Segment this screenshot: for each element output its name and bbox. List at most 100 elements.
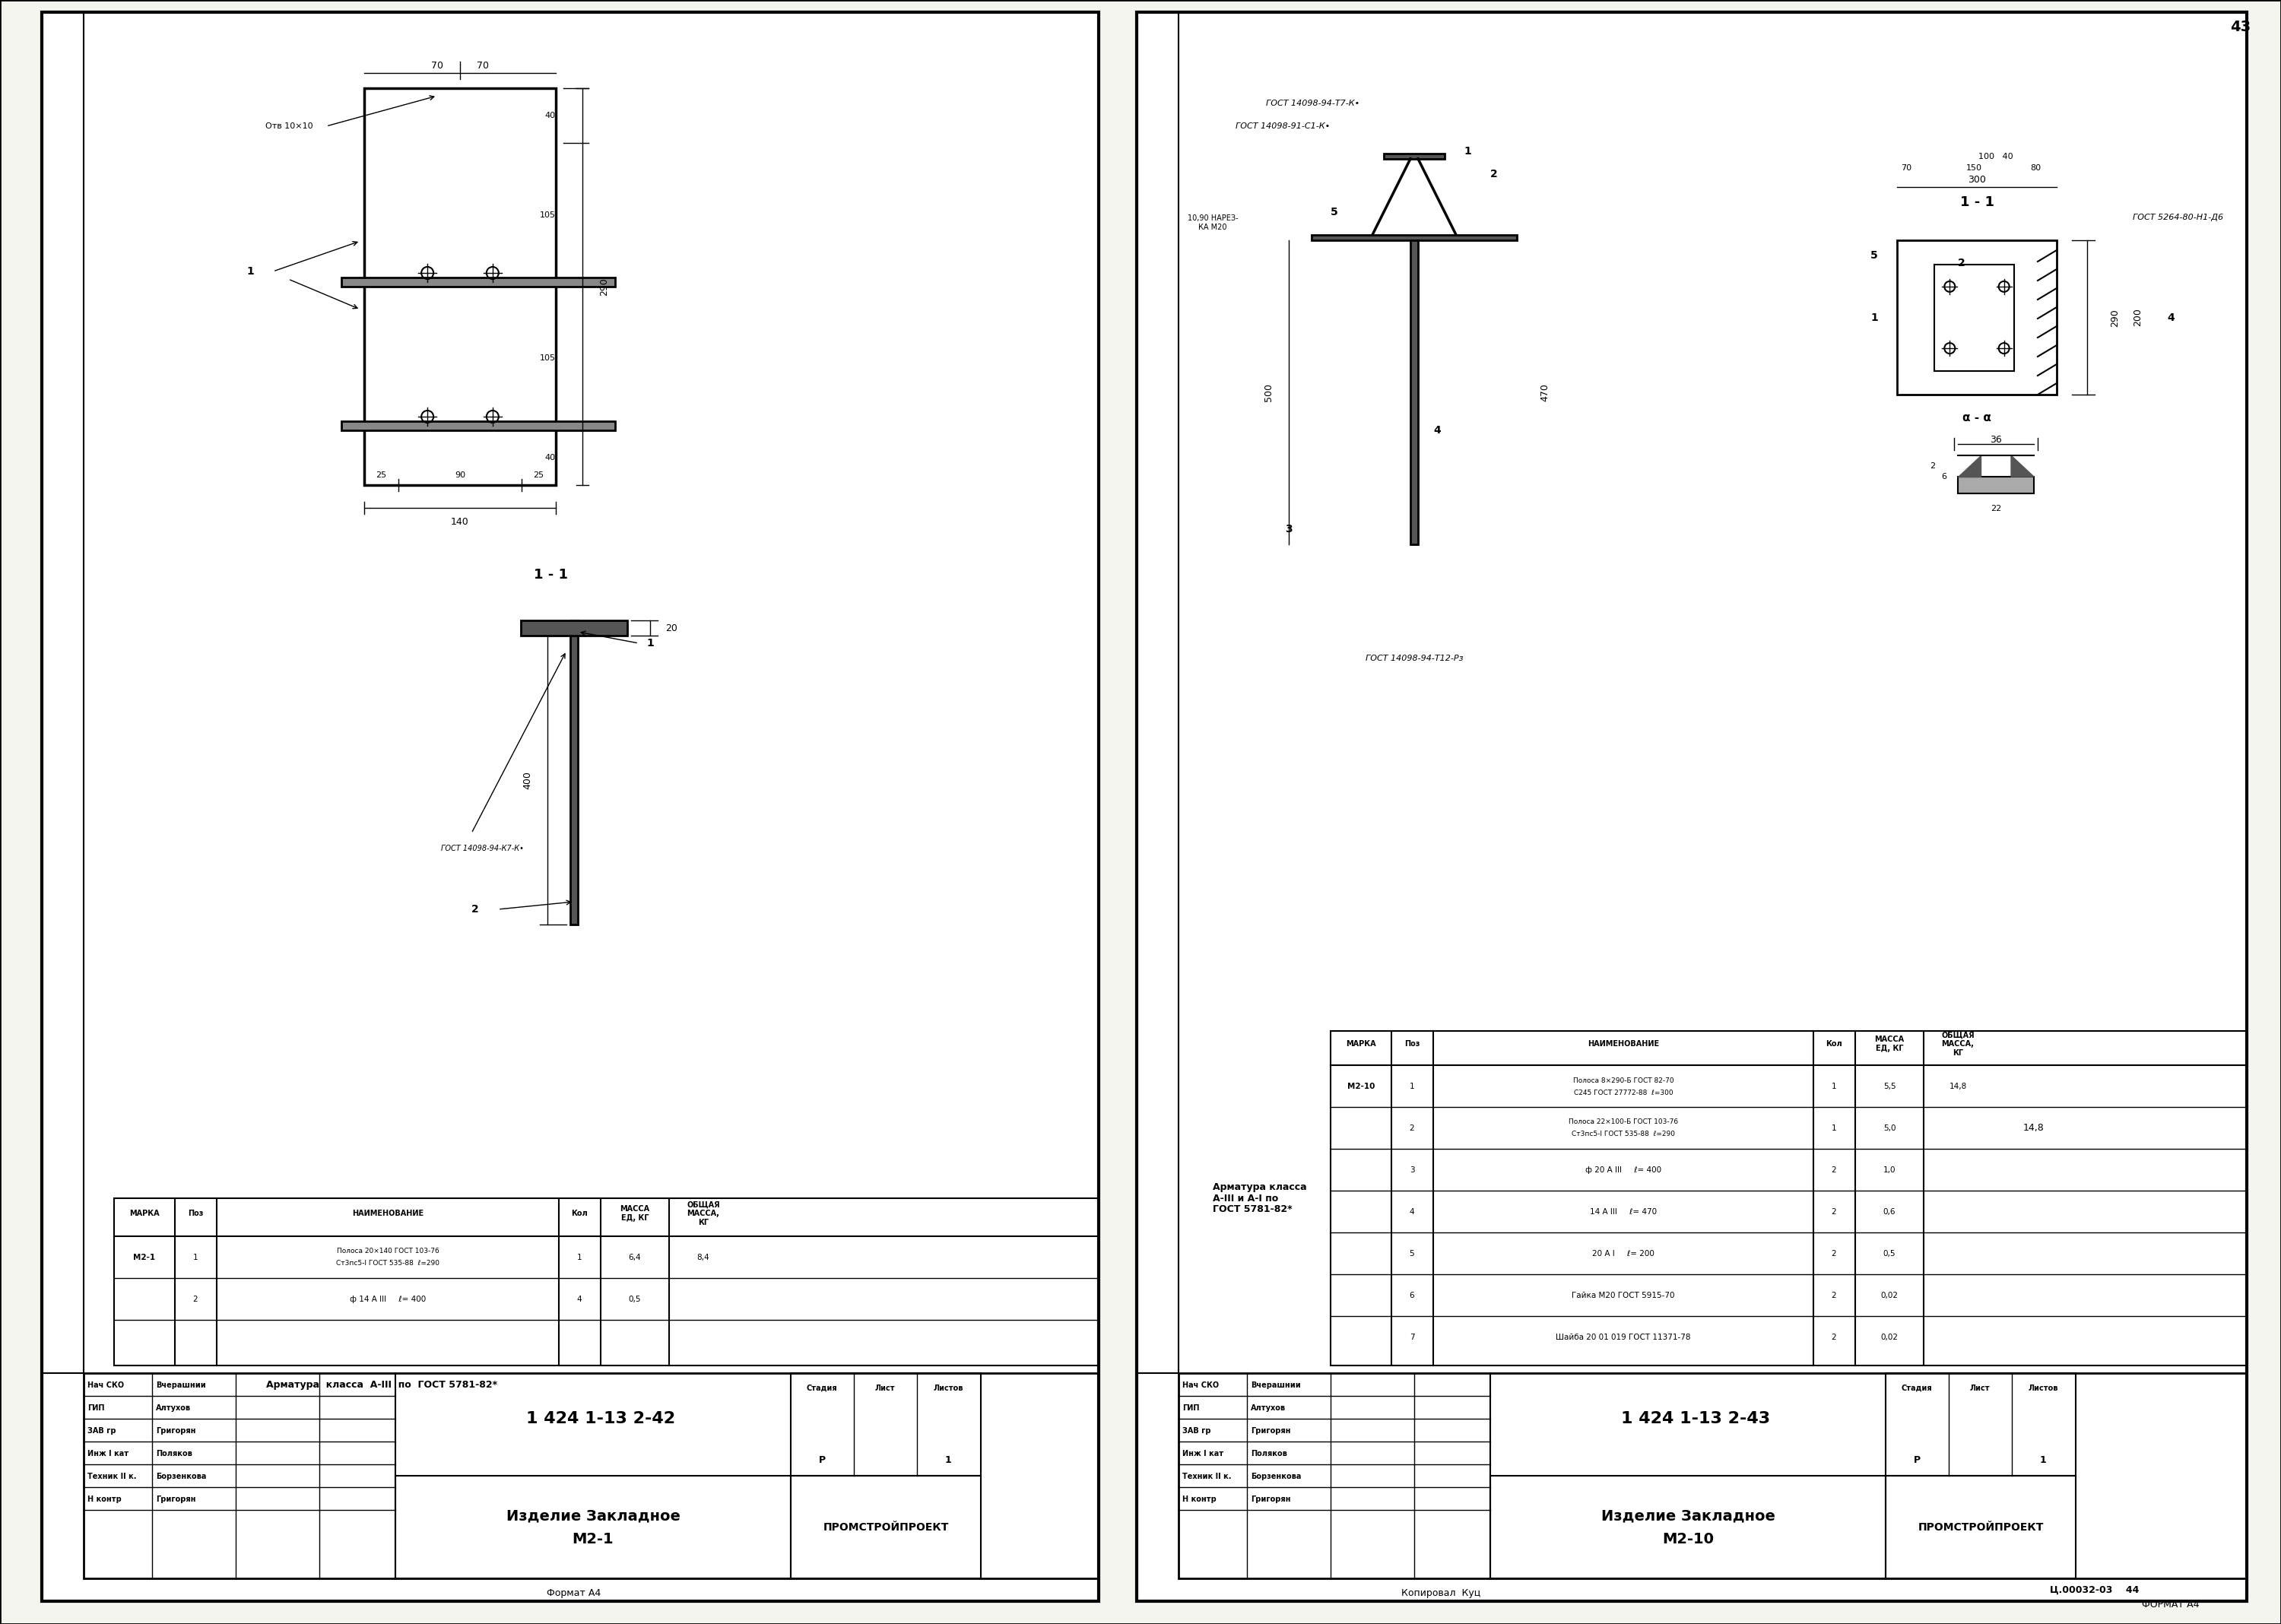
Bar [342, 278, 616, 286]
Text: 5,5: 5,5 [1884, 1083, 1896, 1090]
Text: 470: 470 [1540, 383, 1549, 401]
Text: Шайба 20 01 019 ГОСТ 11371-78: Шайба 20 01 019 ГОСТ 11371-78 [1556, 1333, 1690, 1341]
Text: 10,90 НАРЕЗ-
КА М20: 10,90 НАРЕЗ- КА М20 [1188, 214, 1239, 231]
Text: 1: 1 [1410, 1083, 1414, 1090]
Text: 1: 1 [1832, 1124, 1836, 1132]
Text: 2: 2 [1832, 1166, 1836, 1174]
Text: ф 14 А III     ℓ= 400: ф 14 А III ℓ= 400 [349, 1296, 427, 1302]
Text: 22: 22 [1991, 505, 2000, 513]
Text: 300: 300 [1969, 174, 1987, 185]
Text: Арматура класса
А-ІІІ и А-I по
ГОСТ 5781-82*: Арматура класса А-ІІІ и А-I по ГОСТ 5781… [1213, 1182, 1307, 1215]
Bar [1330, 1031, 2247, 1366]
Text: 105: 105 [541, 354, 557, 362]
Text: Ст3пс5-I ГОСТ 535-88  ℓ=290: Ст3пс5-I ГОСТ 535-88 ℓ=290 [1572, 1130, 1674, 1138]
Text: Техник II к.: Техник II к. [87, 1473, 137, 1481]
Text: Арматура  класса  А-ІІІ  по  ГОСТ 5781-82*: Арматура класса А-ІІІ по ГОСТ 5781-82* [267, 1379, 497, 1390]
Bar [1934, 265, 2014, 370]
Text: Гайка М20 ГОСТ 5915-70: Гайка М20 ГОСТ 5915-70 [1572, 1291, 1674, 1299]
Bar [41, 11, 84, 1374]
Text: Григорян: Григорян [155, 1427, 196, 1434]
Text: Кол: Кол [570, 1210, 588, 1218]
Text: Ц.00032-03    44: Ц.00032-03 44 [2051, 1585, 2140, 1595]
Text: 4: 4 [1432, 425, 1442, 435]
Text: 80: 80 [2030, 164, 2041, 172]
Text: ГОСТ 14098-94-Т12-Рз: ГОСТ 14098-94-Т12-Рз [1366, 654, 1462, 663]
Text: 3: 3 [1410, 1166, 1414, 1174]
Text: Нач СКО: Нач СКО [1182, 1382, 1218, 1389]
Text: 70: 70 [431, 60, 443, 70]
Text: 290: 290 [2110, 309, 2119, 326]
Bar [1489, 1476, 1886, 1579]
Text: М2-10: М2-10 [1663, 1531, 1713, 1546]
Bar [342, 421, 616, 430]
Text: Стадия: Стадия [807, 1385, 837, 1392]
Text: Полоса 22×100-Б ГОСТ 103-76: Полоса 22×100-Б ГОСТ 103-76 [1569, 1119, 1679, 1125]
Text: Григорян: Григорян [1250, 1427, 1291, 1434]
Text: Алтухов: Алтухов [1250, 1405, 1286, 1411]
Text: 2: 2 [1832, 1250, 1836, 1257]
Text: 14,8: 14,8 [1948, 1083, 1966, 1090]
Text: МАРКА: МАРКА [130, 1210, 160, 1218]
Text: 1: 1 [194, 1254, 198, 1262]
Text: М2-1: М2-1 [132, 1254, 155, 1262]
Text: α - α: α - α [1962, 412, 1991, 424]
Text: 4: 4 [1410, 1208, 1414, 1216]
Text: М2-1: М2-1 [573, 1531, 614, 1546]
Text: ФОРМАТ А4: ФОРМАТ А4 [2142, 1600, 2199, 1609]
Text: 14,8: 14,8 [2023, 1122, 2044, 1132]
Text: Н контр: Н контр [87, 1496, 121, 1504]
Text: МАССА
ЕД, КГ: МАССА ЕД, КГ [1875, 1036, 1905, 1052]
Text: ЗАВ гр: ЗАВ гр [87, 1427, 116, 1434]
Text: Поз: Поз [187, 1210, 203, 1218]
Text: ПРОМСТРОЙПРОЕКТ: ПРОМСТРОЙПРОЕКТ [1918, 1522, 2044, 1533]
Text: МАРКА: МАРКА [1346, 1039, 1375, 1047]
Text: Григорян: Григорян [1250, 1496, 1291, 1504]
Text: 1: 1 [1464, 146, 1471, 156]
Text: Полоса 8×290-Б ГОСТ 82-70: Полоса 8×290-Б ГОСТ 82-70 [1574, 1077, 1674, 1083]
Text: 150: 150 [1966, 164, 1982, 172]
Text: Лист: Лист [876, 1385, 894, 1392]
Text: Поляков: Поляков [1250, 1450, 1286, 1457]
Bar [41, 11, 1099, 1601]
Text: ГИП: ГИП [1182, 1405, 1200, 1411]
Bar [1312, 235, 1517, 240]
Text: 0,5: 0,5 [630, 1296, 641, 1302]
Text: ГОСТ 14098-91-С1-К•: ГОСТ 14098-91-С1-К• [1236, 122, 1330, 130]
Text: Листов: Листов [933, 1385, 963, 1392]
Bar [1136, 11, 1179, 1374]
Text: ПРОМСТРОЙПРОЕКТ: ПРОМСТРОЙПРОЕКТ [823, 1522, 949, 1533]
Text: 2: 2 [1957, 258, 1966, 268]
Text: Техник II к.: Техник II к. [1182, 1473, 1232, 1481]
Text: 1,0: 1,0 [1884, 1166, 1896, 1174]
Text: 2: 2 [1832, 1291, 1836, 1299]
Text: 1: 1 [944, 1455, 951, 1465]
Bar [792, 1476, 981, 1579]
Text: 3: 3 [1284, 525, 1293, 534]
Text: ГОСТ 14098-94-К7-К•: ГОСТ 14098-94-К7-К• [440, 844, 525, 853]
Bar [792, 1374, 981, 1476]
Text: 5: 5 [1410, 1250, 1414, 1257]
Text: 40: 40 [545, 453, 557, 461]
Text: 1 - 1: 1 - 1 [1959, 195, 1994, 209]
Text: Поз: Поз [1405, 1039, 1419, 1047]
Text: 40: 40 [545, 112, 557, 120]
Text: 2: 2 [1832, 1333, 1836, 1341]
Text: ЗАВ гр: ЗАВ гр [1182, 1427, 1211, 1434]
Text: ОБЩАЯ
МАССА,
КГ: ОБЩАЯ МАССА, КГ [687, 1200, 721, 1226]
Text: Копировал  Куц: Копировал Куц [1401, 1588, 1480, 1598]
Text: 36: 36 [1989, 435, 2003, 445]
Text: Н контр: Н контр [1182, 1496, 1216, 1504]
Text: 500: 500 [1264, 383, 1273, 401]
Bar [1136, 11, 2247, 1601]
Text: 25: 25 [534, 471, 545, 479]
Text: ГОСТ 5264-80-Н1-Д6: ГОСТ 5264-80-Н1-Д6 [2133, 214, 2224, 221]
Text: 100   40: 100 40 [1978, 153, 2014, 161]
Text: 6: 6 [1941, 473, 1946, 481]
Text: 25: 25 [376, 471, 388, 479]
Text: 140: 140 [452, 516, 470, 526]
Text: 20 А I     ℓ= 200: 20 А I ℓ= 200 [1592, 1250, 1654, 1257]
Text: 5: 5 [1330, 206, 1339, 218]
Text: 2: 2 [1489, 169, 1499, 179]
Text: 1 - 1: 1 - 1 [534, 568, 568, 581]
Text: 43: 43 [2231, 19, 2251, 34]
